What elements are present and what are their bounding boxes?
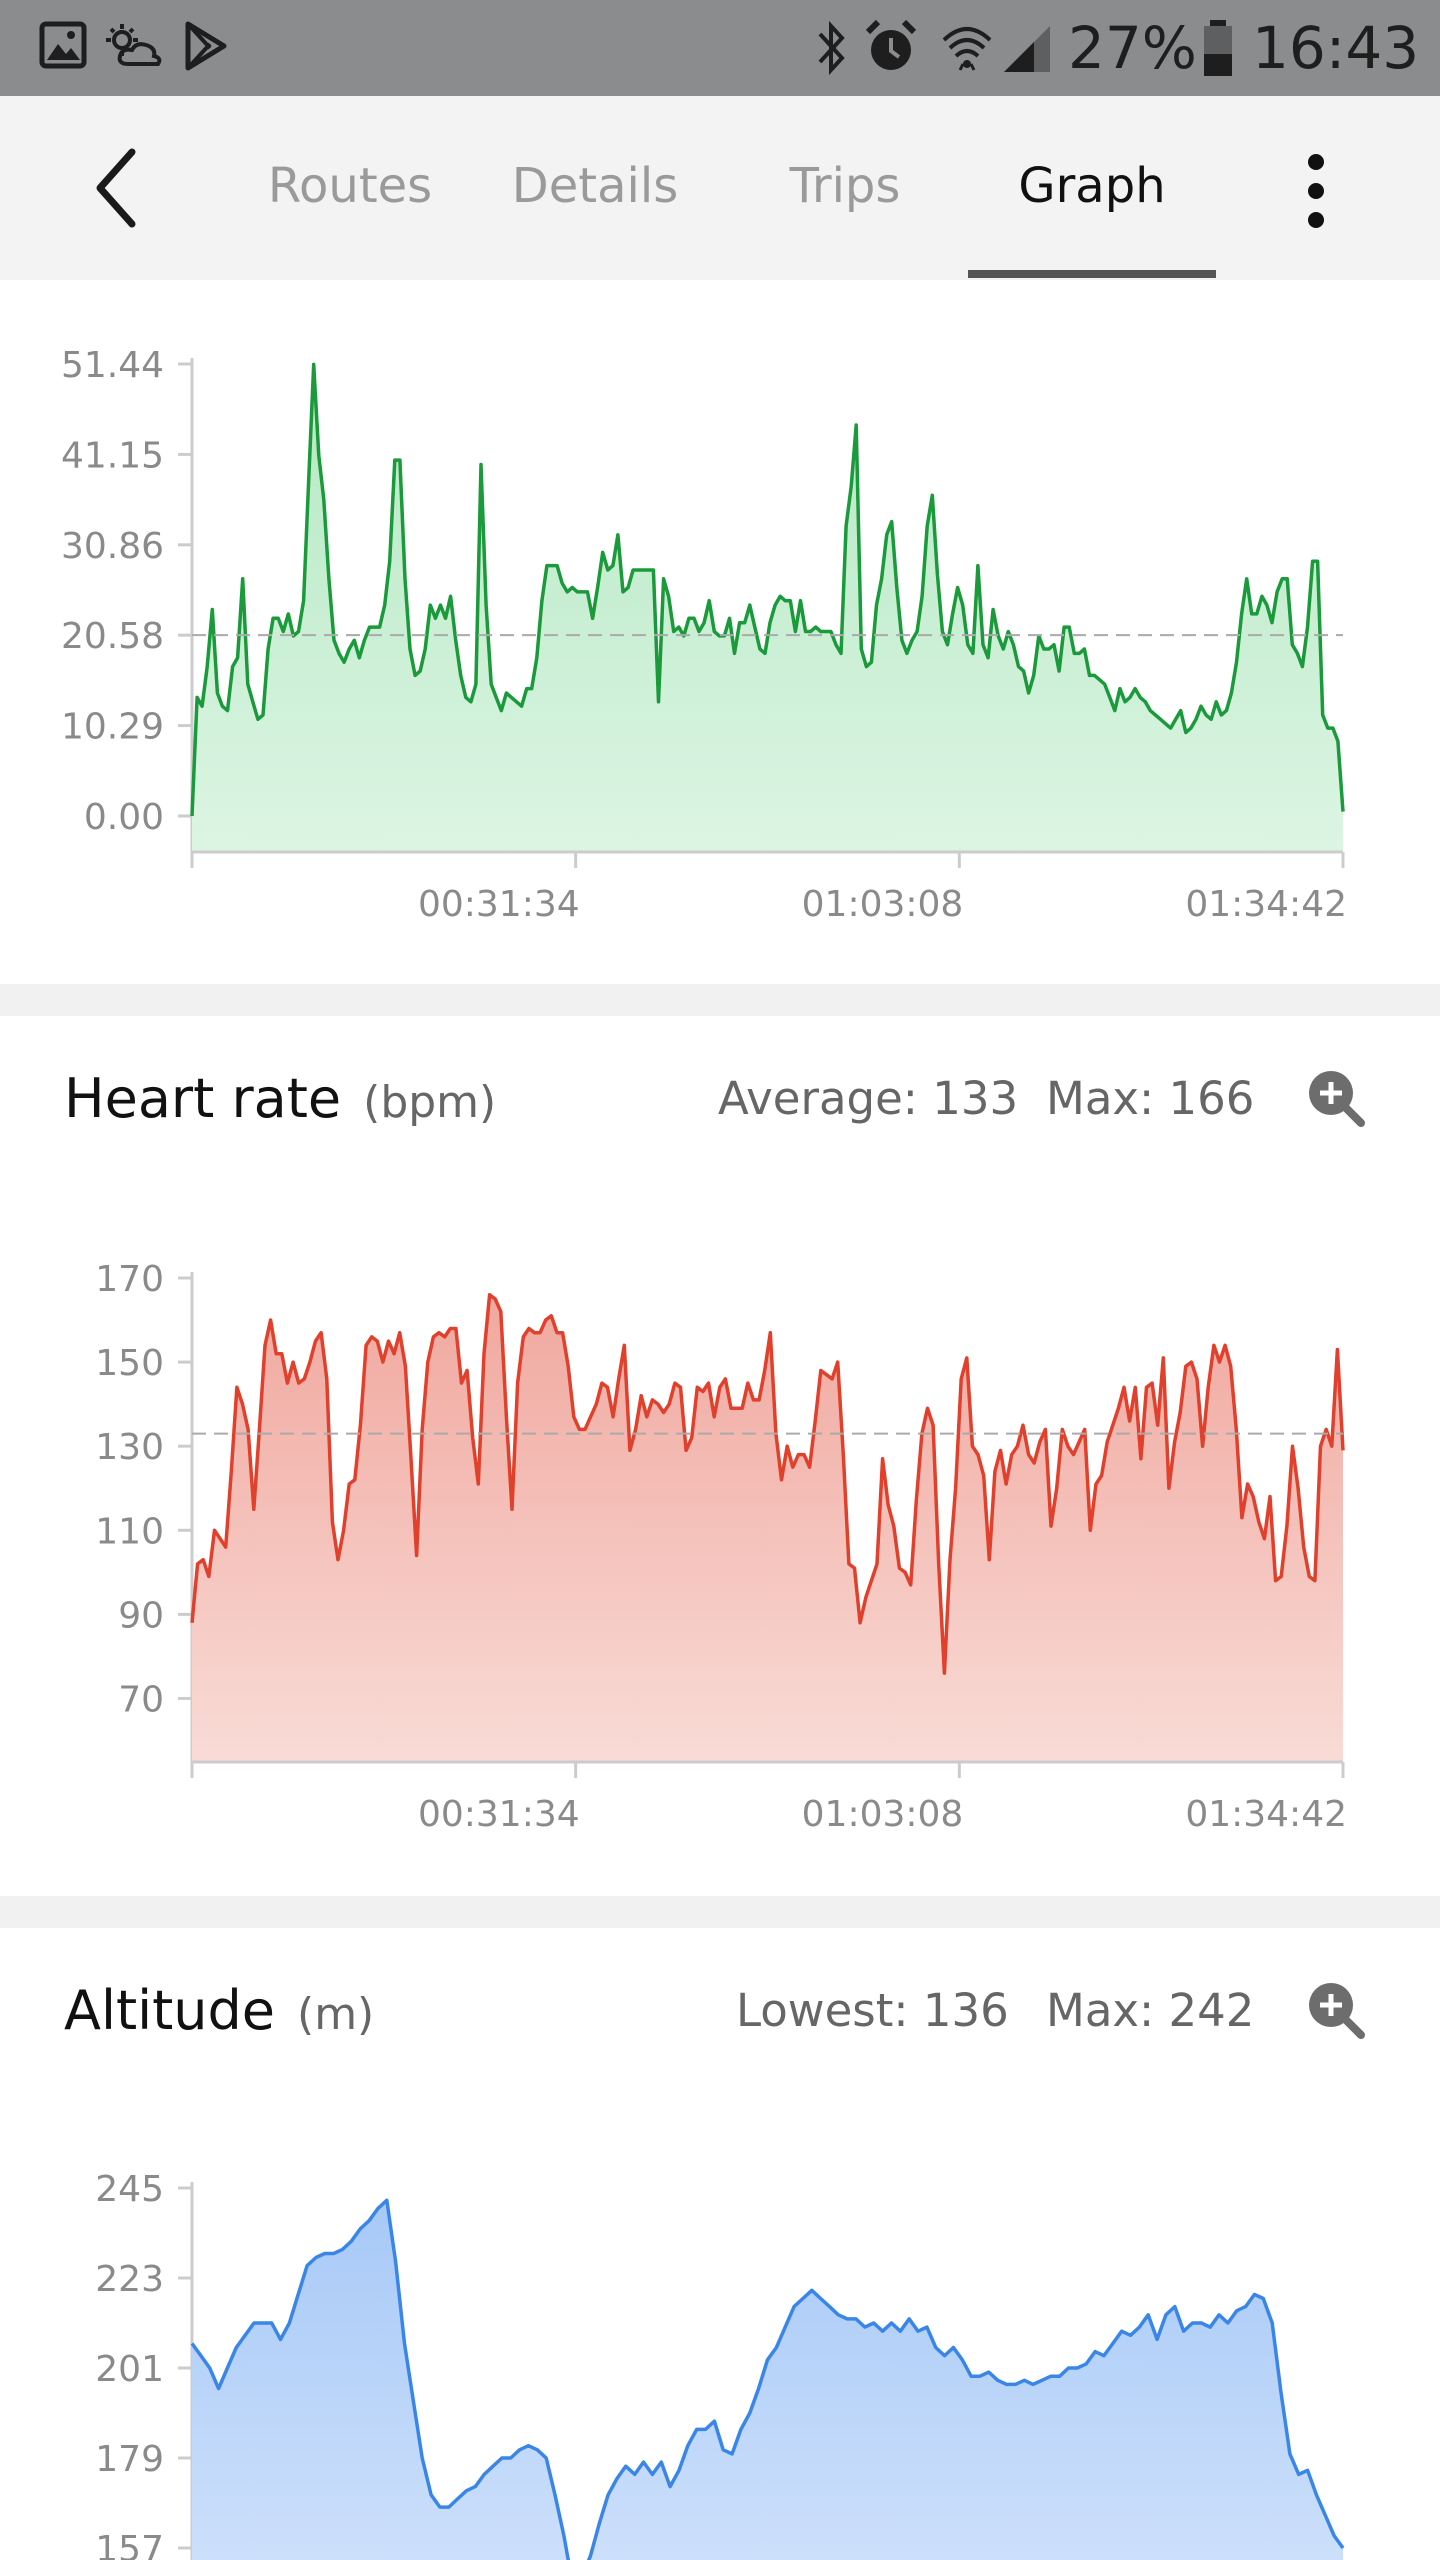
- altitude-title-text: Altitude: [64, 1979, 276, 2042]
- clock: 16:43: [1252, 14, 1420, 82]
- y-tick-label: 70: [118, 1679, 164, 1720]
- heart-rate-chart: 170 150 130 110 90 70 00:31:34 01:03:08 01:34:42: [95, 1259, 1347, 1835]
- app-bar: Routes Details Trips Graph: [0, 96, 1440, 280]
- y-tick-label: 90: [118, 1595, 164, 1636]
- y-tick-label: 223: [95, 2259, 164, 2300]
- altitude-chart: 245 223 201 179 157: [95, 2169, 1345, 2560]
- section-divider: [0, 984, 1440, 1016]
- battery-icon: [1204, 20, 1232, 76]
- altitude-unit: (m): [297, 1989, 375, 2040]
- y-tick-label: 170: [95, 1259, 164, 1300]
- tab-trips[interactable]: Trips: [789, 158, 901, 214]
- zoom-in-icon[interactable]: [1306, 1068, 1366, 1128]
- gallery-icon: [39, 21, 87, 69]
- back-arrow-icon[interactable]: [80, 138, 180, 238]
- altitude-lowest: Lowest: 136: [736, 1984, 1009, 2037]
- weather-icon: [106, 24, 162, 66]
- altitude-title: Altitude (m): [64, 1976, 374, 2050]
- status-bar: 27% 16:43: [0, 0, 1440, 96]
- y-tick-label: 41.15: [61, 435, 164, 476]
- alarm-icon: [865, 19, 917, 70]
- y-tick-label: 30.86: [61, 526, 164, 567]
- x-tick-label: 01:03:08: [802, 1794, 964, 1835]
- y-tick-label: 157: [95, 2529, 164, 2560]
- tab-details[interactable]: Details: [511, 158, 679, 214]
- y-tick-label: 150: [95, 1343, 164, 1384]
- series-line: [190, 362, 1345, 817]
- series-area: [192, 364, 1343, 852]
- wifi-icon: [942, 27, 992, 71]
- altitude-max: Max: 242: [1046, 1984, 1255, 2037]
- x-tick-label: 01:34:42: [1185, 884, 1347, 925]
- signal-icon: [1004, 26, 1050, 72]
- x-tick-label: 01:34:42: [1185, 1794, 1347, 1835]
- zoom-in-icon[interactable]: [1306, 1980, 1366, 2040]
- heart-rate-max: Max: 166: [1046, 1072, 1255, 1125]
- heart-rate-title-text: Heart rate: [64, 1067, 342, 1130]
- play-store-icon: [185, 21, 227, 71]
- heart-rate-unit: (bpm): [363, 1077, 497, 1128]
- series-line: [190, 2198, 1345, 2560]
- y-tick-label: 110: [95, 1511, 164, 1552]
- series-area: [192, 1294, 1343, 1762]
- series-line: [190, 1293, 1345, 1675]
- y-tick-label: 130: [95, 1427, 164, 1468]
- tab-graph[interactable]: Graph: [1018, 158, 1166, 214]
- speed-chart: 51.44 41.15 30.86 20.58 10.29 0.00 00:31:34 01:…: [61, 345, 1347, 925]
- battery-percentage: 27%: [1068, 14, 1197, 82]
- y-tick-label: 179: [95, 2439, 164, 2480]
- y-tick-label: 51.44: [61, 345, 164, 386]
- active-tab-indicator: [968, 270, 1216, 278]
- y-tick-label: 0.00: [84, 797, 164, 838]
- y-tick-label: 10.29: [61, 707, 164, 748]
- y-tick-label: 245: [95, 2169, 164, 2210]
- bluetooth-icon: [818, 20, 845, 76]
- more-vertical-icon[interactable]: [1286, 146, 1346, 236]
- x-tick-label: 01:03:08: [802, 884, 964, 925]
- series-area: [192, 2200, 1343, 2560]
- heart-rate-average: Average: 133: [718, 1072, 1019, 1125]
- y-tick-label: 201: [95, 2349, 164, 2390]
- x-tick-label: 00:31:34: [418, 1794, 580, 1835]
- heart-rate-title: Heart rate (bpm): [64, 1064, 496, 1138]
- y-tick-label: 20.58: [61, 616, 164, 657]
- section-divider: [0, 1896, 1440, 1928]
- tab-routes[interactable]: Routes: [267, 158, 433, 214]
- x-tick-label: 00:31:34: [418, 884, 580, 925]
